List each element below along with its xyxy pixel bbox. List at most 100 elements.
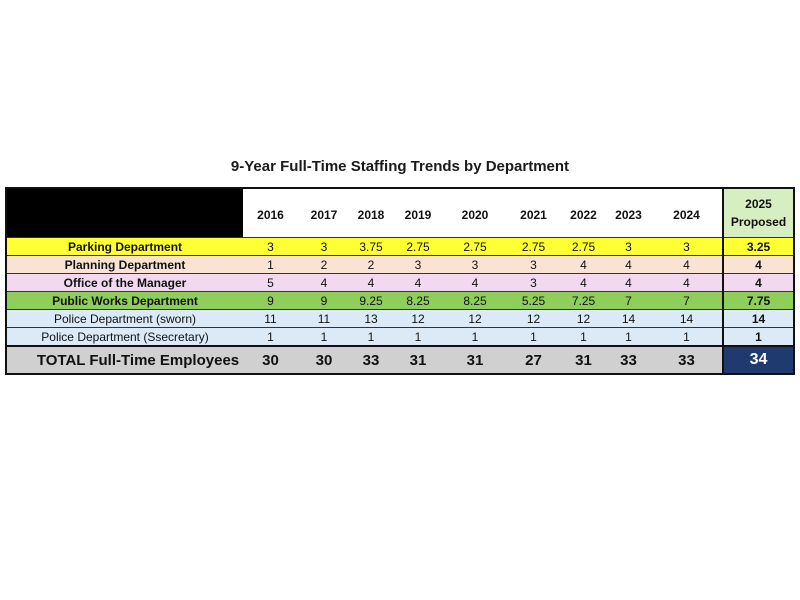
cell-value: 2 xyxy=(350,255,392,274)
cell-value: 14 xyxy=(651,309,723,328)
cell-value: 4 xyxy=(651,273,723,292)
year-header: 2018 xyxy=(350,188,392,238)
proposed-label: Proposed xyxy=(730,215,787,229)
cell-value: 4 xyxy=(444,273,506,292)
proposed-value: 4 xyxy=(722,273,794,292)
cell-value: 3.75 xyxy=(350,237,392,256)
cell-value: 7.25 xyxy=(561,291,606,310)
table-row: Police Department (Ssecretary) 1 1 1 1 1… xyxy=(6,327,794,347)
cell-value: 3 xyxy=(506,255,561,274)
cell-value: 12 xyxy=(392,309,444,328)
proposed-value: 4 xyxy=(722,255,794,274)
cell-value: 12 xyxy=(506,309,561,328)
department-name: Parking Department xyxy=(6,237,243,256)
department-name: Police Department (Ssecretary) xyxy=(6,327,243,347)
total-value: 31 xyxy=(561,345,606,374)
table-row: Planning Department 1 2 2 3 3 3 4 4 4 4 xyxy=(6,255,794,274)
year-header: 2019 xyxy=(392,188,444,238)
table-row: Public Works Department 9 9 9.25 8.25 8.… xyxy=(6,291,794,310)
cell-value: 9 xyxy=(243,291,298,310)
total-value: 27 xyxy=(506,345,561,374)
cell-value: 1 xyxy=(561,327,606,347)
total-row: TOTAL Full-Time Employees 30 30 33 31 31… xyxy=(6,345,794,374)
cell-value: 1 xyxy=(392,327,444,347)
proposed-year: 2025 xyxy=(745,197,772,211)
cell-value: 4 xyxy=(651,255,723,274)
table-title: 9-Year Full-Time Staffing Trends by Depa… xyxy=(230,158,570,175)
cell-value: 1 xyxy=(243,327,298,347)
header-corner xyxy=(6,188,243,238)
cell-value: 7 xyxy=(651,291,723,310)
department-name: Office of the Manager xyxy=(6,273,243,292)
cell-value: 4 xyxy=(298,273,350,292)
cell-value: 3 xyxy=(651,237,723,256)
cell-value: 5.25 xyxy=(506,291,561,310)
cell-value: 4 xyxy=(350,273,392,292)
cell-value: 7 xyxy=(606,291,651,310)
cell-value: 4 xyxy=(561,273,606,292)
cell-value: 2.75 xyxy=(561,237,606,256)
department-name: Planning Department xyxy=(6,255,243,274)
year-header: 2022 xyxy=(561,188,606,238)
header-row: 2016 2017 2018 2019 2020 2021 2022 2023 … xyxy=(6,188,795,238)
cell-value: 12 xyxy=(444,309,506,328)
proposed-value: 14 xyxy=(722,309,794,328)
cell-value: 3 xyxy=(298,237,350,256)
year-header: 2023 xyxy=(606,188,651,238)
cell-value: 1 xyxy=(350,327,392,347)
cell-value: 2.75 xyxy=(506,237,561,256)
table-row: Office of the Manager 5 4 4 4 4 3 4 4 4 … xyxy=(6,273,794,292)
cell-value: 8.25 xyxy=(444,291,506,310)
proposed-value: 3.25 xyxy=(722,237,794,256)
cell-value: 1 xyxy=(444,327,506,347)
cell-value: 5 xyxy=(243,273,298,292)
table-row: Parking Department 3 3 3.75 2.75 2.75 2.… xyxy=(6,237,794,256)
cell-value: 2.75 xyxy=(392,237,444,256)
cell-value: 1 xyxy=(606,327,651,347)
total-value: 31 xyxy=(392,345,444,374)
proposed-header: 2025 Proposed xyxy=(722,188,795,238)
year-header: 2024 xyxy=(651,188,723,238)
total-value: 31 xyxy=(444,345,506,374)
cell-value: 11 xyxy=(243,309,298,328)
cell-value: 4 xyxy=(606,255,651,274)
total-value: 33 xyxy=(350,345,392,374)
total-value: 30 xyxy=(298,345,350,374)
cell-value: 3 xyxy=(606,237,651,256)
cell-value: 3 xyxy=(506,273,561,292)
department-name: Police Department (sworn) xyxy=(6,309,243,328)
total-proposed-value: 34 xyxy=(722,345,794,374)
year-header: 2016 xyxy=(243,188,298,238)
cell-value: 8.25 xyxy=(392,291,444,310)
total-value: 33 xyxy=(651,345,723,374)
cell-value: 4 xyxy=(561,255,606,274)
cell-value: 14 xyxy=(606,309,651,328)
total-value: 33 xyxy=(606,345,651,374)
cell-value: 4 xyxy=(606,273,651,292)
cell-value: 3 xyxy=(444,255,506,274)
cell-value: 1 xyxy=(506,327,561,347)
total-value: 30 xyxy=(243,345,298,374)
table-row: Police Department (sworn) 11 11 13 12 12… xyxy=(6,309,794,328)
cell-value: 11 xyxy=(298,309,350,328)
cell-value: 3 xyxy=(243,237,298,256)
staffing-table: 2016 2017 2018 2019 2020 2021 2022 2023 … xyxy=(5,187,795,375)
cell-value: 2.75 xyxy=(444,237,506,256)
proposed-value: 1 xyxy=(722,327,794,347)
year-header: 2021 xyxy=(506,188,561,238)
cell-value: 9.25 xyxy=(350,291,392,310)
cell-value: 3 xyxy=(392,255,444,274)
department-name: Public Works Department xyxy=(6,291,243,310)
cell-value: 12 xyxy=(561,309,606,328)
cell-value: 13 xyxy=(350,309,392,328)
proposed-value: 7.75 xyxy=(722,291,794,310)
year-header: 2020 xyxy=(444,188,506,238)
cell-value: 1 xyxy=(298,327,350,347)
cell-value: 1 xyxy=(243,255,298,274)
cell-value: 4 xyxy=(392,273,444,292)
year-header: 2017 xyxy=(298,188,350,238)
total-label: TOTAL Full-Time Employees xyxy=(6,345,243,374)
cell-value: 2 xyxy=(298,255,350,274)
cell-value: 9 xyxy=(298,291,350,310)
